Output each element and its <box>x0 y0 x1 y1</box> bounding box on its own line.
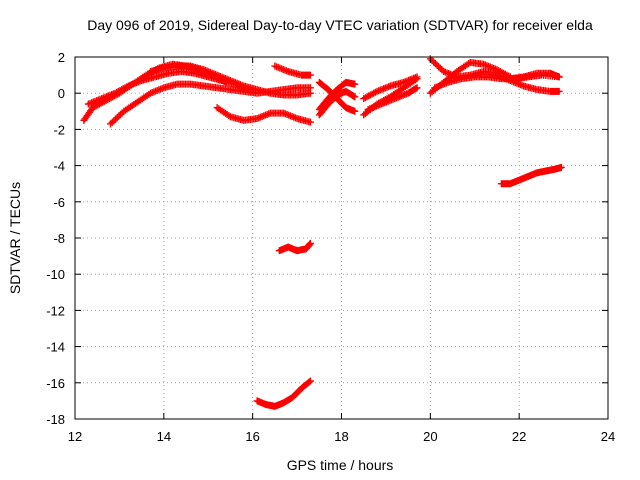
series-arc-k <box>315 87 359 119</box>
series-arc-c <box>107 80 314 128</box>
series-arc-g <box>275 239 314 255</box>
x-tick-label: 22 <box>512 429 526 444</box>
data-series <box>80 55 565 410</box>
series-arc-e <box>213 104 314 126</box>
data-point <box>351 80 359 88</box>
series-arc-h <box>253 377 314 410</box>
x-tick-label: 16 <box>245 429 259 444</box>
y-tick-label: -10 <box>46 267 65 282</box>
data-point <box>413 84 421 92</box>
series-arc-i <box>315 78 359 113</box>
y-tick-label: -2 <box>53 122 65 137</box>
y-axis-label: SDTVAR / TECUs <box>7 182 23 294</box>
y-tick-label: -14 <box>46 340 65 355</box>
series-arc-m <box>360 73 421 103</box>
chart-title: Day 096 of 2019, Sidereal Day-to-day VTE… <box>87 17 593 33</box>
series-arc-f <box>271 62 314 79</box>
data-point <box>351 93 359 101</box>
series-arc-j <box>315 78 359 115</box>
series-arc-t <box>497 163 565 188</box>
series-arc-s <box>506 69 563 83</box>
y-tick-label: -6 <box>53 195 65 210</box>
data-point <box>351 107 359 115</box>
x-tick-label: 12 <box>68 429 82 444</box>
y-tick-label: -4 <box>53 159 65 174</box>
data-point <box>557 163 565 171</box>
data-point <box>110 117 118 125</box>
grid-lines <box>75 57 608 419</box>
data-point <box>435 63 443 71</box>
x-tick-label: 18 <box>334 429 348 444</box>
series-arc-n <box>364 84 421 113</box>
data-point <box>413 73 421 81</box>
data-point <box>117 110 125 118</box>
data-point <box>306 71 314 79</box>
data-point <box>433 61 441 69</box>
y-tick-label: -12 <box>46 303 65 318</box>
data-point <box>108 118 116 126</box>
y-tick-label: -8 <box>53 231 65 246</box>
data-point <box>305 378 313 386</box>
series-arc-d <box>147 62 314 99</box>
data-point <box>430 58 438 66</box>
data-point <box>113 114 121 122</box>
data-point <box>306 89 314 97</box>
data-point <box>555 73 563 81</box>
data-point <box>115 112 123 120</box>
data-point <box>112 115 120 123</box>
y-tick-label: -16 <box>46 376 65 391</box>
data-point <box>306 239 314 247</box>
data-point <box>306 377 314 385</box>
data-point <box>107 120 115 128</box>
y-tick-label: 2 <box>58 50 65 65</box>
data-point <box>436 64 444 72</box>
x-tick-label: 14 <box>157 429 171 444</box>
y-tick-label: -18 <box>46 412 65 427</box>
x-axis-label: GPS time / hours <box>287 457 394 473</box>
x-tick-label: 20 <box>423 429 437 444</box>
x-tick-label: 24 <box>601 429 615 444</box>
data-point <box>431 60 439 68</box>
data-point <box>306 118 314 126</box>
data-point <box>428 56 436 64</box>
y-tick-label: 0 <box>58 86 65 101</box>
data-point <box>555 87 563 95</box>
